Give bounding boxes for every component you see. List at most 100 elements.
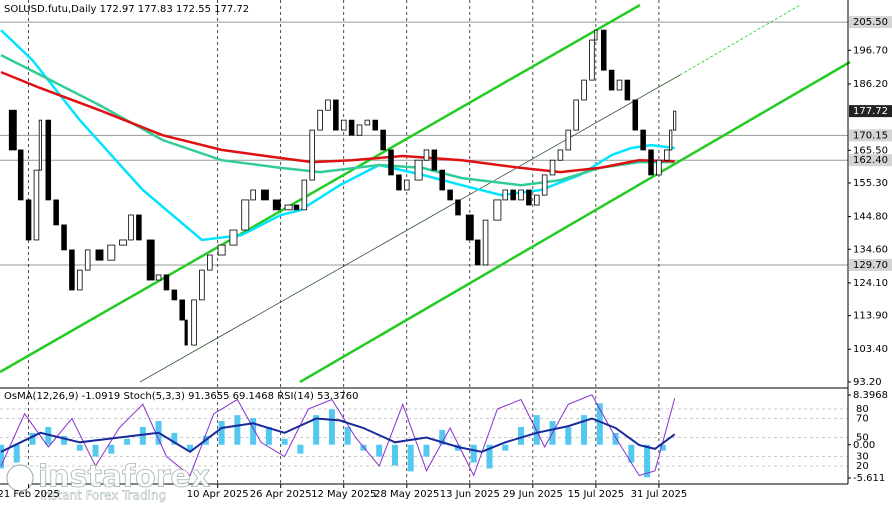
osma-bar [45, 426, 52, 445]
candle-body [301, 179, 308, 211]
y2-tick-label: 20 [856, 461, 869, 472]
level-label-bg [849, 16, 892, 29]
osma-bar [328, 409, 335, 445]
x-tick-label: 29 Jun 2025 [503, 489, 563, 500]
candle-body [465, 214, 474, 241]
x-tick-label: 21 Feb 2025 [0, 489, 60, 500]
x-tick-label: 10 Apr 2025 [187, 489, 249, 500]
candle-body [673, 110, 677, 131]
candle-body [261, 189, 269, 201]
level-label: 162.40 [853, 155, 888, 166]
candle-body [380, 129, 386, 151]
y-tick-label: 134.60 [853, 244, 888, 255]
level-label: 170.15 [853, 130, 888, 141]
candle-body [69, 249, 75, 291]
candle-body [573, 99, 579, 131]
channel-middle [139, 74, 681, 383]
candle-body [107, 244, 116, 261]
osma-bar [76, 444, 83, 451]
osma-bar [124, 438, 131, 445]
osma-bar [439, 429, 446, 445]
osma-bar [171, 432, 178, 445]
candle-body [241, 199, 250, 231]
channel-middle-extension [679, 4, 801, 76]
candle-body [423, 149, 430, 161]
osma-bar [470, 444, 477, 463]
x-tick-label: 12 May 2025 [311, 489, 376, 500]
x-tick-label: 13 Jun 2025 [440, 489, 500, 500]
candle-body [207, 254, 213, 271]
candle-body [136, 214, 142, 241]
osma-bar [139, 426, 146, 445]
candle-body [388, 149, 394, 176]
osma-bar [486, 444, 493, 469]
moving-average [0, 53, 675, 187]
osma-bar [250, 418, 257, 445]
candle-body [77, 269, 83, 291]
osma-bar [391, 444, 398, 466]
candle-body [656, 159, 662, 176]
candle-body [229, 229, 238, 246]
osma-bar [518, 426, 525, 445]
candle-body [146, 239, 155, 281]
candle-body [217, 244, 226, 256]
candle-body [640, 129, 646, 151]
candle-body [33, 169, 40, 241]
osma-bar [644, 444, 651, 478]
y2-tick-label: 80 [856, 404, 869, 415]
osma-bar [533, 415, 540, 445]
candle-body [53, 199, 59, 226]
candle-body [549, 159, 556, 176]
rsi-line [0, 417, 676, 454]
watermark: instaforex Instant Forex Trading [6, 459, 211, 503]
osma-bar [234, 415, 241, 445]
osma-bar [218, 421, 225, 445]
osma-bar [423, 444, 430, 457]
level-label: 205.50 [853, 17, 888, 28]
level-label-bg [849, 154, 892, 167]
grid-layer [0, 0, 848, 484]
candle-body [364, 119, 371, 126]
osma-bar [344, 426, 351, 445]
candle-body [581, 79, 587, 101]
candle-body [648, 149, 654, 176]
candle-body [179, 299, 185, 321]
osma-bar [281, 438, 288, 445]
watermark-tagline: Instant Forex Trading [40, 489, 166, 503]
y-tick-label: 186.20 [853, 79, 888, 90]
osma-bar [565, 426, 572, 445]
candle-body [431, 149, 438, 171]
osma-bar [108, 444, 115, 454]
watermark-logo [6, 464, 34, 492]
osma-bar [13, 444, 20, 463]
candle-body [447, 189, 453, 201]
oscillator-header: OsMA(12,26,9) -1.0919 Stoch(5,3,3) 91.36… [4, 391, 359, 402]
osma-bar [581, 415, 588, 445]
y-tick-label: 165.50 [853, 145, 888, 156]
osma-bar [502, 444, 509, 451]
candle-body [474, 239, 481, 266]
candle-body [502, 189, 509, 201]
y2-tick-label: 50 [856, 433, 869, 444]
candle-body [128, 214, 134, 241]
channel-lower [299, 60, 851, 384]
candle-body [191, 299, 197, 346]
candle-body [61, 224, 67, 251]
osma-bar [187, 444, 194, 451]
osma-tick-label: -5.611 [853, 473, 885, 484]
y-tick-label: 93.20 [853, 377, 882, 388]
channel-upper [0, 3, 641, 374]
osma-tick-label: 0.00 [853, 440, 875, 451]
candle-body [272, 199, 281, 211]
osma-bar [92, 444, 99, 457]
candle-body [482, 219, 489, 266]
candle-body [317, 109, 323, 131]
candle-body [664, 149, 670, 161]
y-tick-label: 103.40 [853, 344, 888, 355]
candle-body [8, 109, 17, 151]
x-tick-label: 15 Jul 2025 [568, 489, 625, 500]
x-tick-label: 28 May 2025 [374, 489, 439, 500]
candle-body [616, 79, 623, 91]
candle-body [632, 99, 639, 131]
